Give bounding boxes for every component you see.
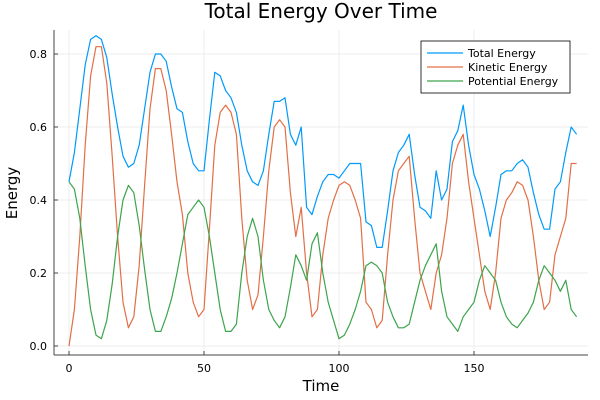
- x-tick-label: 150: [464, 362, 485, 375]
- x-tick-label: 0: [66, 362, 73, 375]
- legend-label-total-energy: Total Energy: [467, 47, 536, 60]
- legend-label-potential-energy: Potential Energy: [468, 75, 559, 88]
- axes: [53, 30, 588, 356]
- chart-title: Total Energy Over Time: [204, 0, 438, 23]
- series-line-potential-energy: [68, 181, 578, 340]
- series-line-kinetic-energy: [68, 46, 577, 347]
- legend: Total Energy Kinetic Energy Potential En…: [420, 40, 571, 94]
- x-tick-label: 50: [197, 362, 211, 375]
- series-layer: [68, 35, 578, 347]
- y-tick-label: 0.0: [30, 340, 48, 353]
- series-line-total-energy: [68, 35, 578, 248]
- y-axis-title: Energy: [3, 167, 21, 220]
- y-tick-label: 0.8: [30, 48, 48, 61]
- ticks: 0 50 100 150 0.0 0.2 0.4 0.6 0.8: [30, 48, 485, 375]
- x-axis-title: Time: [302, 377, 340, 395]
- y-tick-label: 0.4: [30, 194, 48, 207]
- x-tick-label: 100: [329, 362, 350, 375]
- legend-label-kinetic-energy: Kinetic Energy: [468, 61, 548, 74]
- y-tick-label: 0.2: [30, 267, 48, 280]
- y-tick-label: 0.6: [30, 121, 48, 134]
